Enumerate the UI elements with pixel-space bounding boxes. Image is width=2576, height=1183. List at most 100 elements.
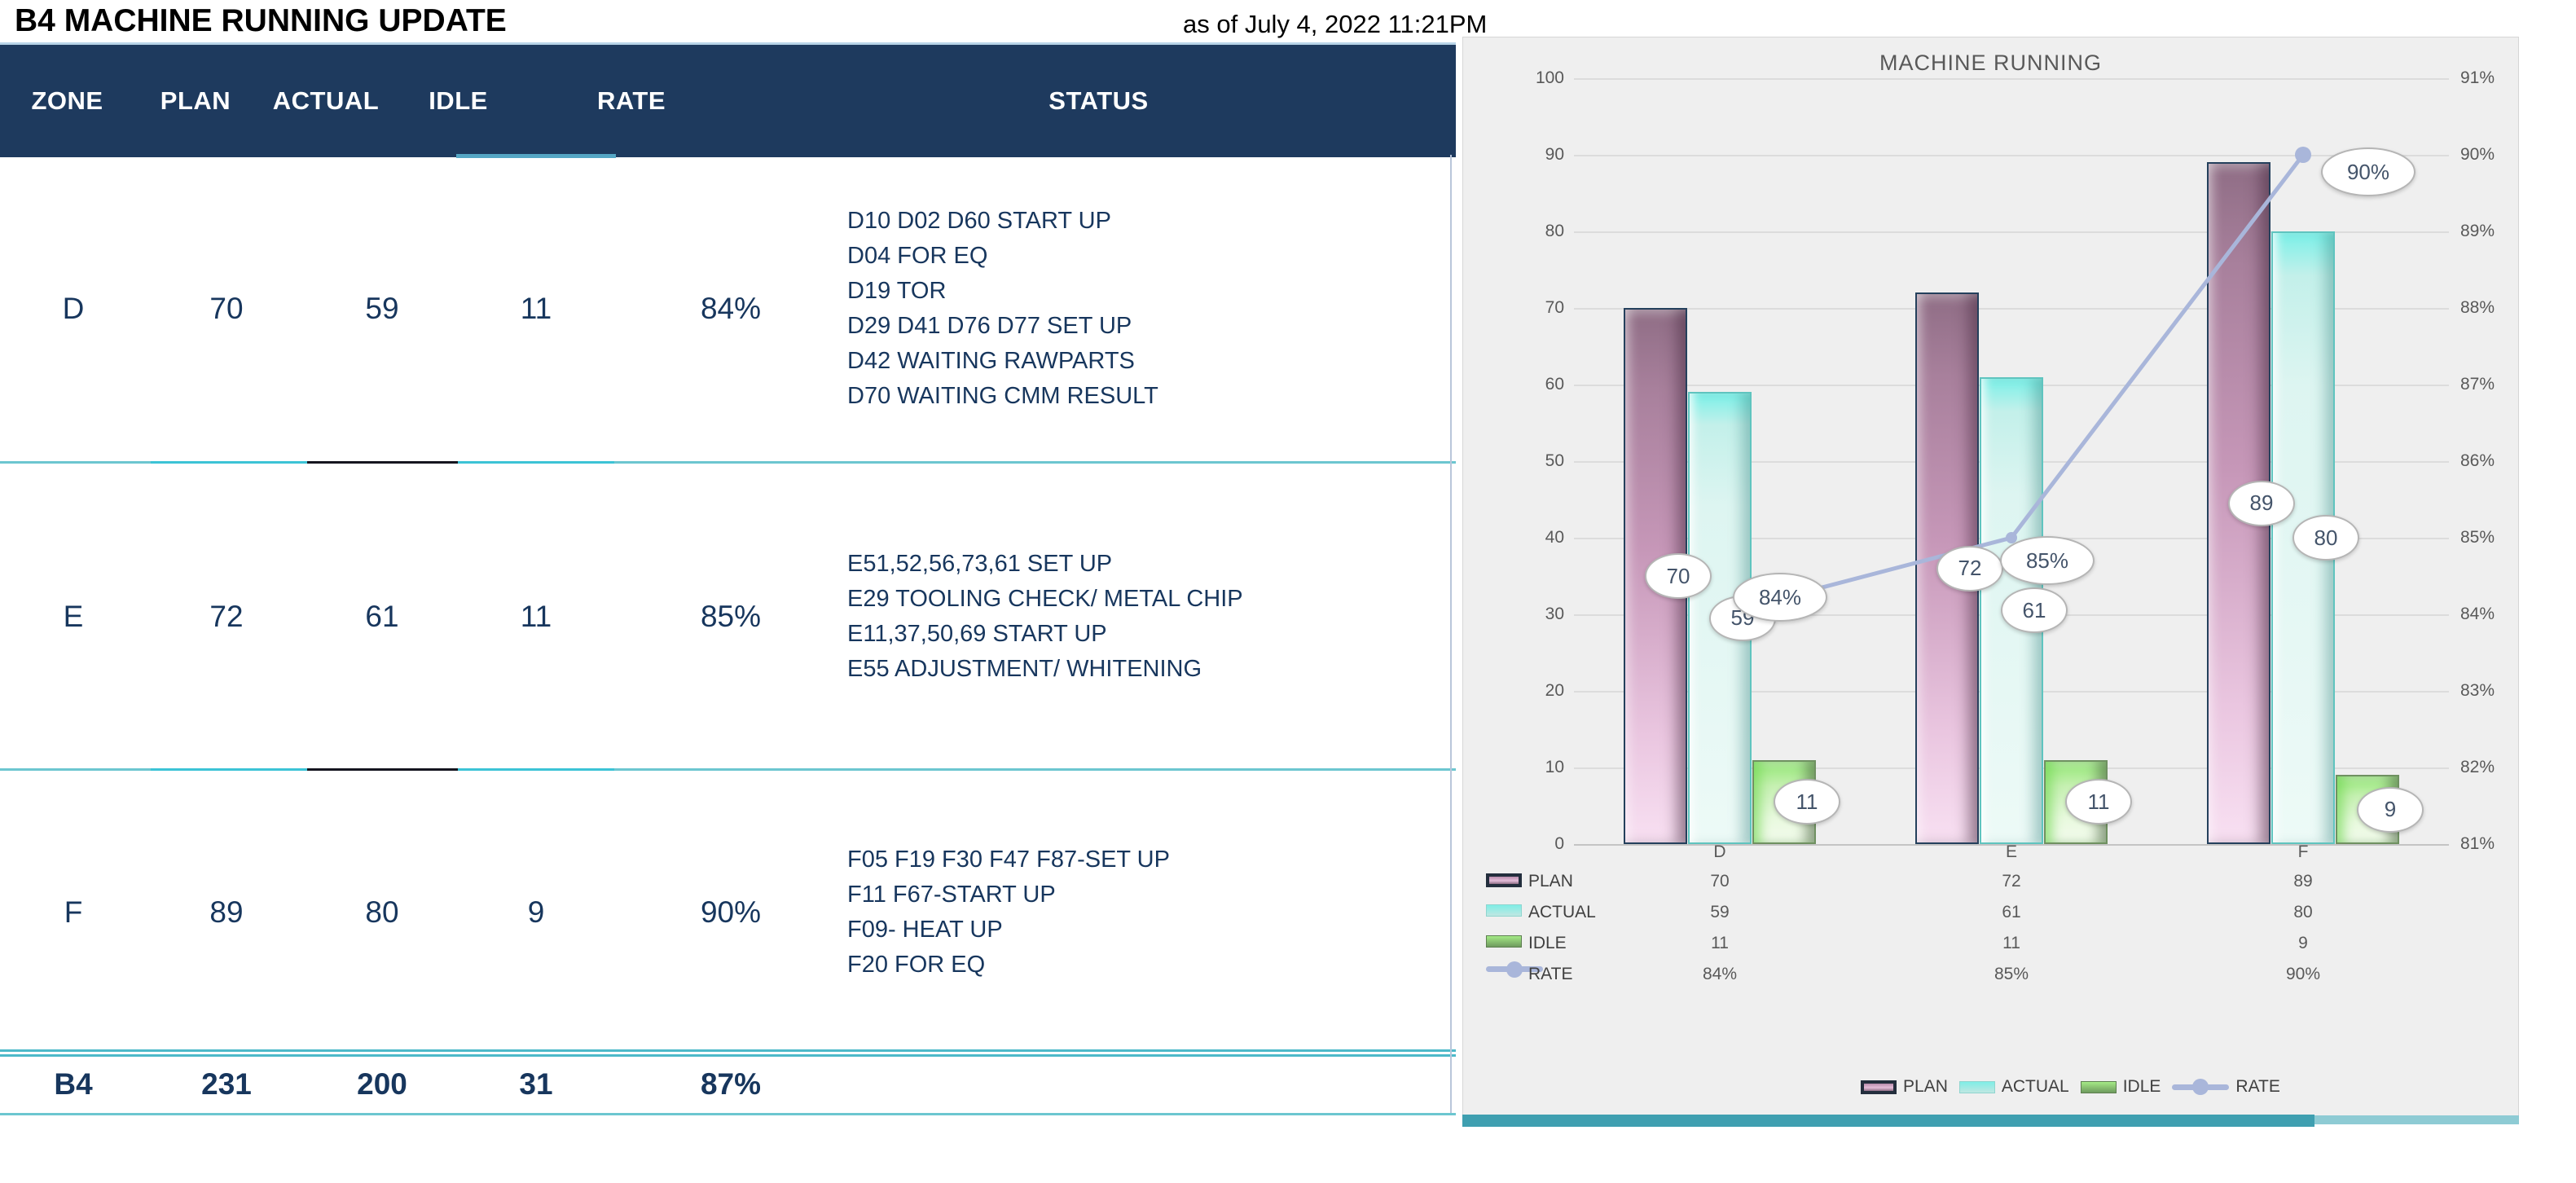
legend-key-plan [1486, 873, 1522, 887]
row-separator-segment [458, 768, 614, 771]
actual-legend-key-icon [1958, 1080, 1995, 1093]
total-zone-cell[interactable]: B4 [54, 1067, 93, 1101]
table-row-zone-F: F 89 80 9 90% F05 F19 F30 F47 F87-SET UP F11 F… [0, 770, 1456, 1055]
status-line: E11,37,50,69 START UP [847, 620, 1107, 647]
right-axis-tick-label: 89% [2460, 222, 2495, 240]
status-cell[interactable]: E51,52,56,73,61 SET UP E29 TOOLING CHECK/… [847, 463, 1456, 770]
machine-running-chart[interactable]: MACHINE RUNNING 100 91% 90 90% 80 89% 70 88% 60 87… [1462, 37, 2519, 1118]
idle-cell[interactable]: 11 [520, 599, 552, 633]
legend-label: PLAN [1903, 1077, 1948, 1096]
data-label-rate-E: 85% [2000, 536, 2095, 585]
zone-cell[interactable]: E [63, 599, 84, 633]
right-axis-tick-label: 86% [2460, 451, 2495, 470]
status-line: D04 FOR EQ [847, 243, 988, 269]
total-plan-cell[interactable]: 231 [201, 1067, 252, 1101]
legend-item-rate[interactable]: RATE [2172, 1077, 2280, 1097]
idle-legend-key-icon [2080, 1080, 2117, 1093]
left-axis-tick-label: 30 [1545, 605, 1564, 623]
rate-legend-key-icon [2172, 1079, 2230, 1095]
column-header-idle[interactable]: IDLE [429, 86, 488, 115]
table-bottom-border [0, 1113, 1456, 1115]
chart-data-table-value: 90% [2285, 965, 2321, 983]
data-label-actual-F: 80 [2292, 515, 2359, 561]
rate-cell[interactable]: 84% [700, 292, 762, 325]
idle-cell[interactable]: 11 [520, 292, 552, 325]
left-axis-tick-label: 70 [1545, 298, 1564, 317]
zone-cell[interactable]: D [62, 292, 85, 325]
left-axis-tick-label: 100 [1535, 68, 1564, 87]
actual-cell[interactable]: 80 [365, 895, 399, 929]
zone-cell[interactable]: F [64, 895, 83, 929]
status-line: D29 D41 D76 D77 SET UP [847, 313, 1132, 339]
status-cell[interactable]: D10 D02 D60 START UP D04 FOR EQ D19 TOR D29… [847, 155, 1456, 463]
column-header-status[interactable]: STATUS [1048, 86, 1149, 115]
right-axis-tick-label: 88% [2460, 298, 2495, 317]
status-cell[interactable]: F05 F19 F30 F47 F87-SET UP F11 F67-START … [847, 770, 1456, 1055]
actual-cell[interactable]: 61 [365, 599, 399, 633]
rate-cell[interactable]: 85% [700, 599, 762, 633]
row-separator-segment [151, 768, 307, 771]
chart-data-table-value: 84% [1702, 965, 1738, 983]
right-axis-tick-label: 83% [2460, 681, 2495, 700]
rate-cell[interactable]: 90% [700, 895, 762, 929]
chart-data-table-value: 80 [2293, 903, 2313, 921]
table-right-border [1450, 155, 1452, 1115]
gridline [1574, 155, 2449, 156]
data-label-rate-F: 90% [2321, 147, 2416, 196]
status-line: D42 WAITING RAWPARTS [847, 348, 1135, 374]
total-rate-cell[interactable]: 87% [700, 1067, 762, 1101]
chart-data-table-value: 89 [2293, 872, 2313, 891]
total-actual-cell[interactable]: 200 [357, 1067, 407, 1101]
column-header-plan[interactable]: PLAN [160, 86, 231, 115]
status-line: D10 D02 D60 START UP [847, 208, 1111, 234]
legend-item-plan[interactable]: PLAN [1861, 1077, 1948, 1097]
row-separator-segment [458, 461, 614, 464]
row-separator-segment [307, 768, 458, 771]
right-axis-tick-label: 84% [2460, 605, 2495, 623]
right-axis-tick-label: 90% [2460, 145, 2495, 164]
right-axis-tick-label: 91% [2460, 68, 2495, 87]
chart-data-table-value: 61 [2002, 903, 2021, 921]
data-label-actual-E: 61 [2001, 587, 2068, 634]
column-header-zone[interactable]: ZONE [31, 86, 103, 115]
status-line: D70 WAITING CMM RESULT [847, 383, 1158, 409]
plan-legend-key-icon [1861, 1080, 1897, 1094]
chart-data-table-value: 59 [1710, 903, 1730, 921]
column-header-actual[interactable]: ACTUAL [272, 86, 380, 115]
legend-label: IDLE [2122, 1077, 2161, 1096]
data-label-idle-D: 11 [1774, 779, 1840, 825]
left-axis-tick-label: 90 [1545, 145, 1564, 164]
idle-cell[interactable]: 9 [527, 895, 545, 929]
page-title: B4 MACHINE RUNNING UPDATE [15, 3, 507, 38]
chart-data-table-value: 72 [2002, 872, 2021, 891]
data-label-plan-F: 89 [2228, 480, 2295, 526]
actual-cell[interactable]: 59 [365, 292, 399, 325]
table-row-zone-E: E 72 61 11 85% E51,52,56,73,61 SET UP E29 TOOL… [0, 463, 1456, 770]
status-line: F09- HEAT UP [847, 917, 1003, 943]
table-total-row: B4 231 200 31 87% [0, 1058, 1456, 1111]
row-separator-segment [307, 461, 458, 464]
gridline [1574, 78, 2449, 80]
header-underline-accent [456, 154, 616, 158]
chart-data-table-value: 11 [2002, 934, 2020, 952]
plan-cell[interactable]: 72 [209, 599, 244, 633]
table-body: D 70 59 11 84% D10 D02 D60 START UP D04 FOR EQ… [0, 155, 1456, 1120]
left-axis-tick-label: 60 [1545, 375, 1564, 394]
left-axis-tick-label: 10 [1545, 758, 1564, 776]
right-axis-tick-label: 87% [2460, 375, 2495, 394]
legend-item-idle[interactable]: IDLE [2080, 1077, 2161, 1097]
status-line: F11 F67-START UP [847, 882, 1056, 908]
row-separator [0, 461, 1456, 464]
data-label-idle-F: 9 [2357, 786, 2424, 833]
total-status-cell [847, 1058, 1456, 1111]
plan-cell[interactable]: 70 [209, 292, 244, 325]
chart-data-table-series-name: ACTUAL [1528, 903, 1596, 921]
legend-key-actual [1486, 904, 1522, 917]
legend-item-actual[interactable]: ACTUAL [1958, 1077, 2069, 1097]
plan-cell[interactable]: 89 [209, 895, 244, 929]
column-header-rate[interactable]: RATE [596, 86, 666, 115]
row-separator-segment [151, 461, 307, 464]
total-idle-cell[interactable]: 31 [519, 1067, 553, 1101]
chart-data-table-series-name: RATE [1528, 965, 1573, 983]
status-line: E29 TOOLING CHECK/ METAL CHIP [847, 585, 1243, 612]
